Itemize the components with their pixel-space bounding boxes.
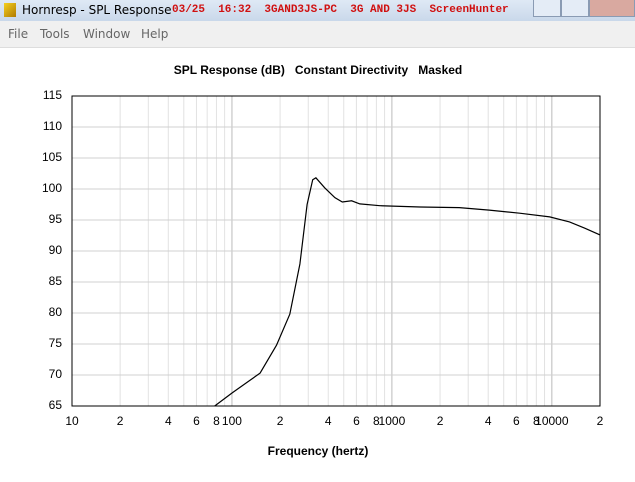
chart: SPL Response (dB) Constant Directivity M… bbox=[42, 63, 604, 458]
menu-item[interactable]: File bbox=[8, 27, 29, 41]
title-bar: Hornresp - SPL Response 03/25 16:32 3GAN… bbox=[0, 0, 635, 21]
app-icon bbox=[4, 3, 16, 17]
x-tick-label: 4 bbox=[165, 414, 172, 428]
response-line bbox=[214, 177, 600, 406]
y-tick-label: 110 bbox=[43, 119, 62, 133]
y-tick-label: 75 bbox=[49, 336, 63, 350]
x-tick-label: 2 bbox=[437, 414, 444, 428]
y-tick-label: 100 bbox=[42, 181, 62, 195]
y-tick-label: 115 bbox=[43, 88, 62, 102]
x-tick-label: 10000 bbox=[535, 414, 569, 428]
x-tick-label: 8 bbox=[373, 414, 380, 428]
x-tick-label: 2 bbox=[277, 414, 284, 428]
maximize-button[interactable] bbox=[561, 0, 589, 17]
x-tick-label: 1000 bbox=[379, 414, 406, 428]
x-tick-label: 4 bbox=[325, 414, 332, 428]
y-tick-label: 95 bbox=[49, 212, 63, 226]
y-tick-label: 90 bbox=[49, 243, 63, 257]
caption-overlay: 03/25 16:32 3GAND3JS-PC 3G AND 3JS Scree… bbox=[172, 4, 509, 16]
y-tick-label: 70 bbox=[49, 367, 63, 381]
y-tick-label: 85 bbox=[49, 274, 63, 288]
x-tick-label: 4 bbox=[485, 414, 492, 428]
menu-item[interactable]: Tools bbox=[40, 27, 70, 41]
x-tick-label: 6 bbox=[193, 414, 200, 428]
x-tick-label: 8 bbox=[533, 414, 540, 428]
chart-title: SPL Response (dB) Constant Directivity M… bbox=[174, 63, 463, 77]
minimize-button[interactable] bbox=[533, 0, 561, 17]
x-tick-label: 2 bbox=[597, 414, 604, 428]
x-tick-label: 10 bbox=[65, 414, 79, 428]
window-title: Hornresp - SPL Response bbox=[22, 3, 172, 17]
x-tick-label: 6 bbox=[353, 414, 360, 428]
menu-bar: File Tools Window Help bbox=[0, 21, 635, 48]
x-tick-label: 100 bbox=[222, 414, 242, 428]
x-axis-label: Frequency (hertz) bbox=[268, 444, 369, 458]
close-button[interactable] bbox=[589, 0, 635, 17]
x-tick-label: 2 bbox=[117, 414, 124, 428]
x-tick-label: 6 bbox=[513, 414, 520, 428]
menu-item[interactable]: Window bbox=[83, 27, 131, 41]
x-tick-label: 8 bbox=[213, 414, 220, 428]
y-tick-label: 105 bbox=[42, 150, 62, 164]
y-tick-label: 65 bbox=[49, 398, 63, 412]
menu-item[interactable]: Help bbox=[141, 27, 169, 41]
plot-frame bbox=[71, 95, 601, 407]
y-tick-label: 80 bbox=[49, 305, 63, 319]
